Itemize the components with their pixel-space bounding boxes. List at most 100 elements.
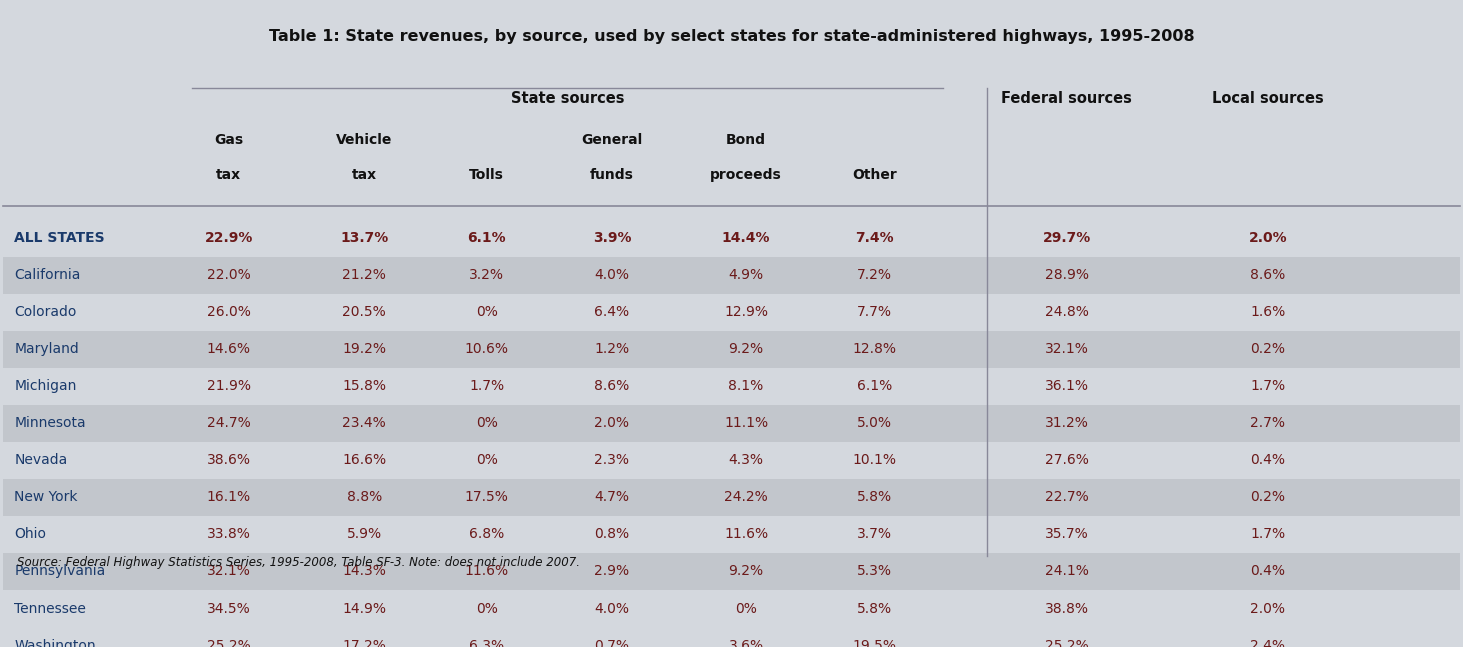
Text: 5.8%: 5.8% [857,602,892,615]
Text: 1.7%: 1.7% [1251,527,1286,542]
Text: 1.6%: 1.6% [1251,305,1286,319]
Text: 27.6%: 27.6% [1045,454,1088,467]
Text: 26.0%: 26.0% [206,305,250,319]
Text: 5.8%: 5.8% [857,490,892,505]
Text: 12.9%: 12.9% [724,305,768,319]
Text: 4.3%: 4.3% [729,454,764,467]
Text: 7.2%: 7.2% [857,268,892,282]
Text: California: California [15,268,80,282]
Text: 9.2%: 9.2% [729,342,764,356]
Text: 33.8%: 33.8% [206,527,250,542]
Text: ALL STATES: ALL STATES [15,231,105,245]
Text: 0.8%: 0.8% [594,527,629,542]
Text: 4.0%: 4.0% [594,602,629,615]
Text: 0%: 0% [475,305,497,319]
Text: 0%: 0% [475,416,497,430]
Text: 21.9%: 21.9% [206,379,250,393]
Text: 4.9%: 4.9% [729,268,764,282]
Text: 15.8%: 15.8% [342,379,386,393]
Text: 7.4%: 7.4% [854,231,894,245]
Text: 19.5%: 19.5% [853,639,897,647]
Text: 3.2%: 3.2% [470,268,505,282]
Text: 19.2%: 19.2% [342,342,386,356]
Text: 35.7%: 35.7% [1045,527,1088,542]
Text: 1.2%: 1.2% [594,342,629,356]
Text: Local sources: Local sources [1211,91,1324,105]
Text: 3.7%: 3.7% [857,527,892,542]
Text: 38.6%: 38.6% [206,454,250,467]
Text: funds: funds [590,168,633,182]
Text: 14.3%: 14.3% [342,564,386,578]
Text: Federal sources: Federal sources [1001,91,1132,105]
Text: 24.2%: 24.2% [724,490,768,505]
FancyBboxPatch shape [3,257,1460,294]
Text: 11.6%: 11.6% [465,564,509,578]
Text: Nevada: Nevada [15,454,67,467]
Text: Source: Federal Highway Statistics Series, 1995-2008, Table SF-3. Note: does not: Source: Federal Highway Statistics Serie… [18,556,581,569]
Text: 8.6%: 8.6% [1251,268,1286,282]
Text: 11.6%: 11.6% [724,527,768,542]
Text: 5.0%: 5.0% [857,416,892,430]
Text: 29.7%: 29.7% [1043,231,1091,245]
FancyBboxPatch shape [3,479,1460,516]
Text: tax: tax [217,168,241,182]
Text: Colorado: Colorado [15,305,78,319]
Text: 22.9%: 22.9% [205,231,253,245]
FancyBboxPatch shape [3,405,1460,442]
Text: 4.0%: 4.0% [594,268,629,282]
FancyBboxPatch shape [3,627,1460,647]
Text: 24.1%: 24.1% [1045,564,1088,578]
Text: 3.9%: 3.9% [593,231,631,245]
Text: New York: New York [15,490,78,505]
Text: 20.5%: 20.5% [342,305,386,319]
Text: Ohio: Ohio [15,527,47,542]
Text: 1.7%: 1.7% [470,379,505,393]
Text: Tolls: Tolls [470,168,505,182]
Text: Bond: Bond [726,133,767,147]
Text: State sources: State sources [511,91,625,105]
Text: 32.1%: 32.1% [1045,342,1088,356]
Text: 16.1%: 16.1% [206,490,250,505]
Text: 6.8%: 6.8% [470,527,505,542]
Text: 2.3%: 2.3% [594,454,629,467]
Text: Washington: Washington [15,639,97,647]
Text: 8.8%: 8.8% [347,490,382,505]
Text: 8.1%: 8.1% [729,379,764,393]
Text: 0.4%: 0.4% [1251,564,1286,578]
Text: 13.7%: 13.7% [339,231,388,245]
Text: 34.5%: 34.5% [206,602,250,615]
Text: 0.2%: 0.2% [1251,490,1286,505]
Text: Pennsylvania: Pennsylvania [15,564,105,578]
Text: 21.2%: 21.2% [342,268,386,282]
Text: General: General [581,133,642,147]
Text: 0.2%: 0.2% [1251,342,1286,356]
Text: 10.1%: 10.1% [853,454,897,467]
Text: Minnesota: Minnesota [15,416,86,430]
Text: tax: tax [351,168,377,182]
Text: 0.7%: 0.7% [594,639,629,647]
Text: 28.9%: 28.9% [1045,268,1088,282]
Text: 32.1%: 32.1% [206,564,250,578]
Text: 6.1%: 6.1% [857,379,892,393]
Text: 38.8%: 38.8% [1045,602,1088,615]
Text: 36.1%: 36.1% [1045,379,1088,393]
Text: proceeds: proceeds [710,168,781,182]
Text: 16.6%: 16.6% [342,454,386,467]
Text: 0%: 0% [734,602,756,615]
Text: 22.7%: 22.7% [1045,490,1088,505]
Text: 4.7%: 4.7% [594,490,629,505]
Text: 10.6%: 10.6% [465,342,509,356]
Text: 3.6%: 3.6% [729,639,764,647]
Text: 2.0%: 2.0% [1248,231,1287,245]
Text: 17.5%: 17.5% [465,490,509,505]
Text: 14.9%: 14.9% [342,602,386,615]
Text: 8.6%: 8.6% [594,379,629,393]
Text: 9.2%: 9.2% [729,564,764,578]
Text: Vehicle: Vehicle [336,133,392,147]
Text: 7.7%: 7.7% [857,305,892,319]
Text: 14.4%: 14.4% [721,231,771,245]
Text: 17.2%: 17.2% [342,639,386,647]
FancyBboxPatch shape [3,331,1460,367]
Text: 24.8%: 24.8% [1045,305,1088,319]
Text: 31.2%: 31.2% [1045,416,1088,430]
